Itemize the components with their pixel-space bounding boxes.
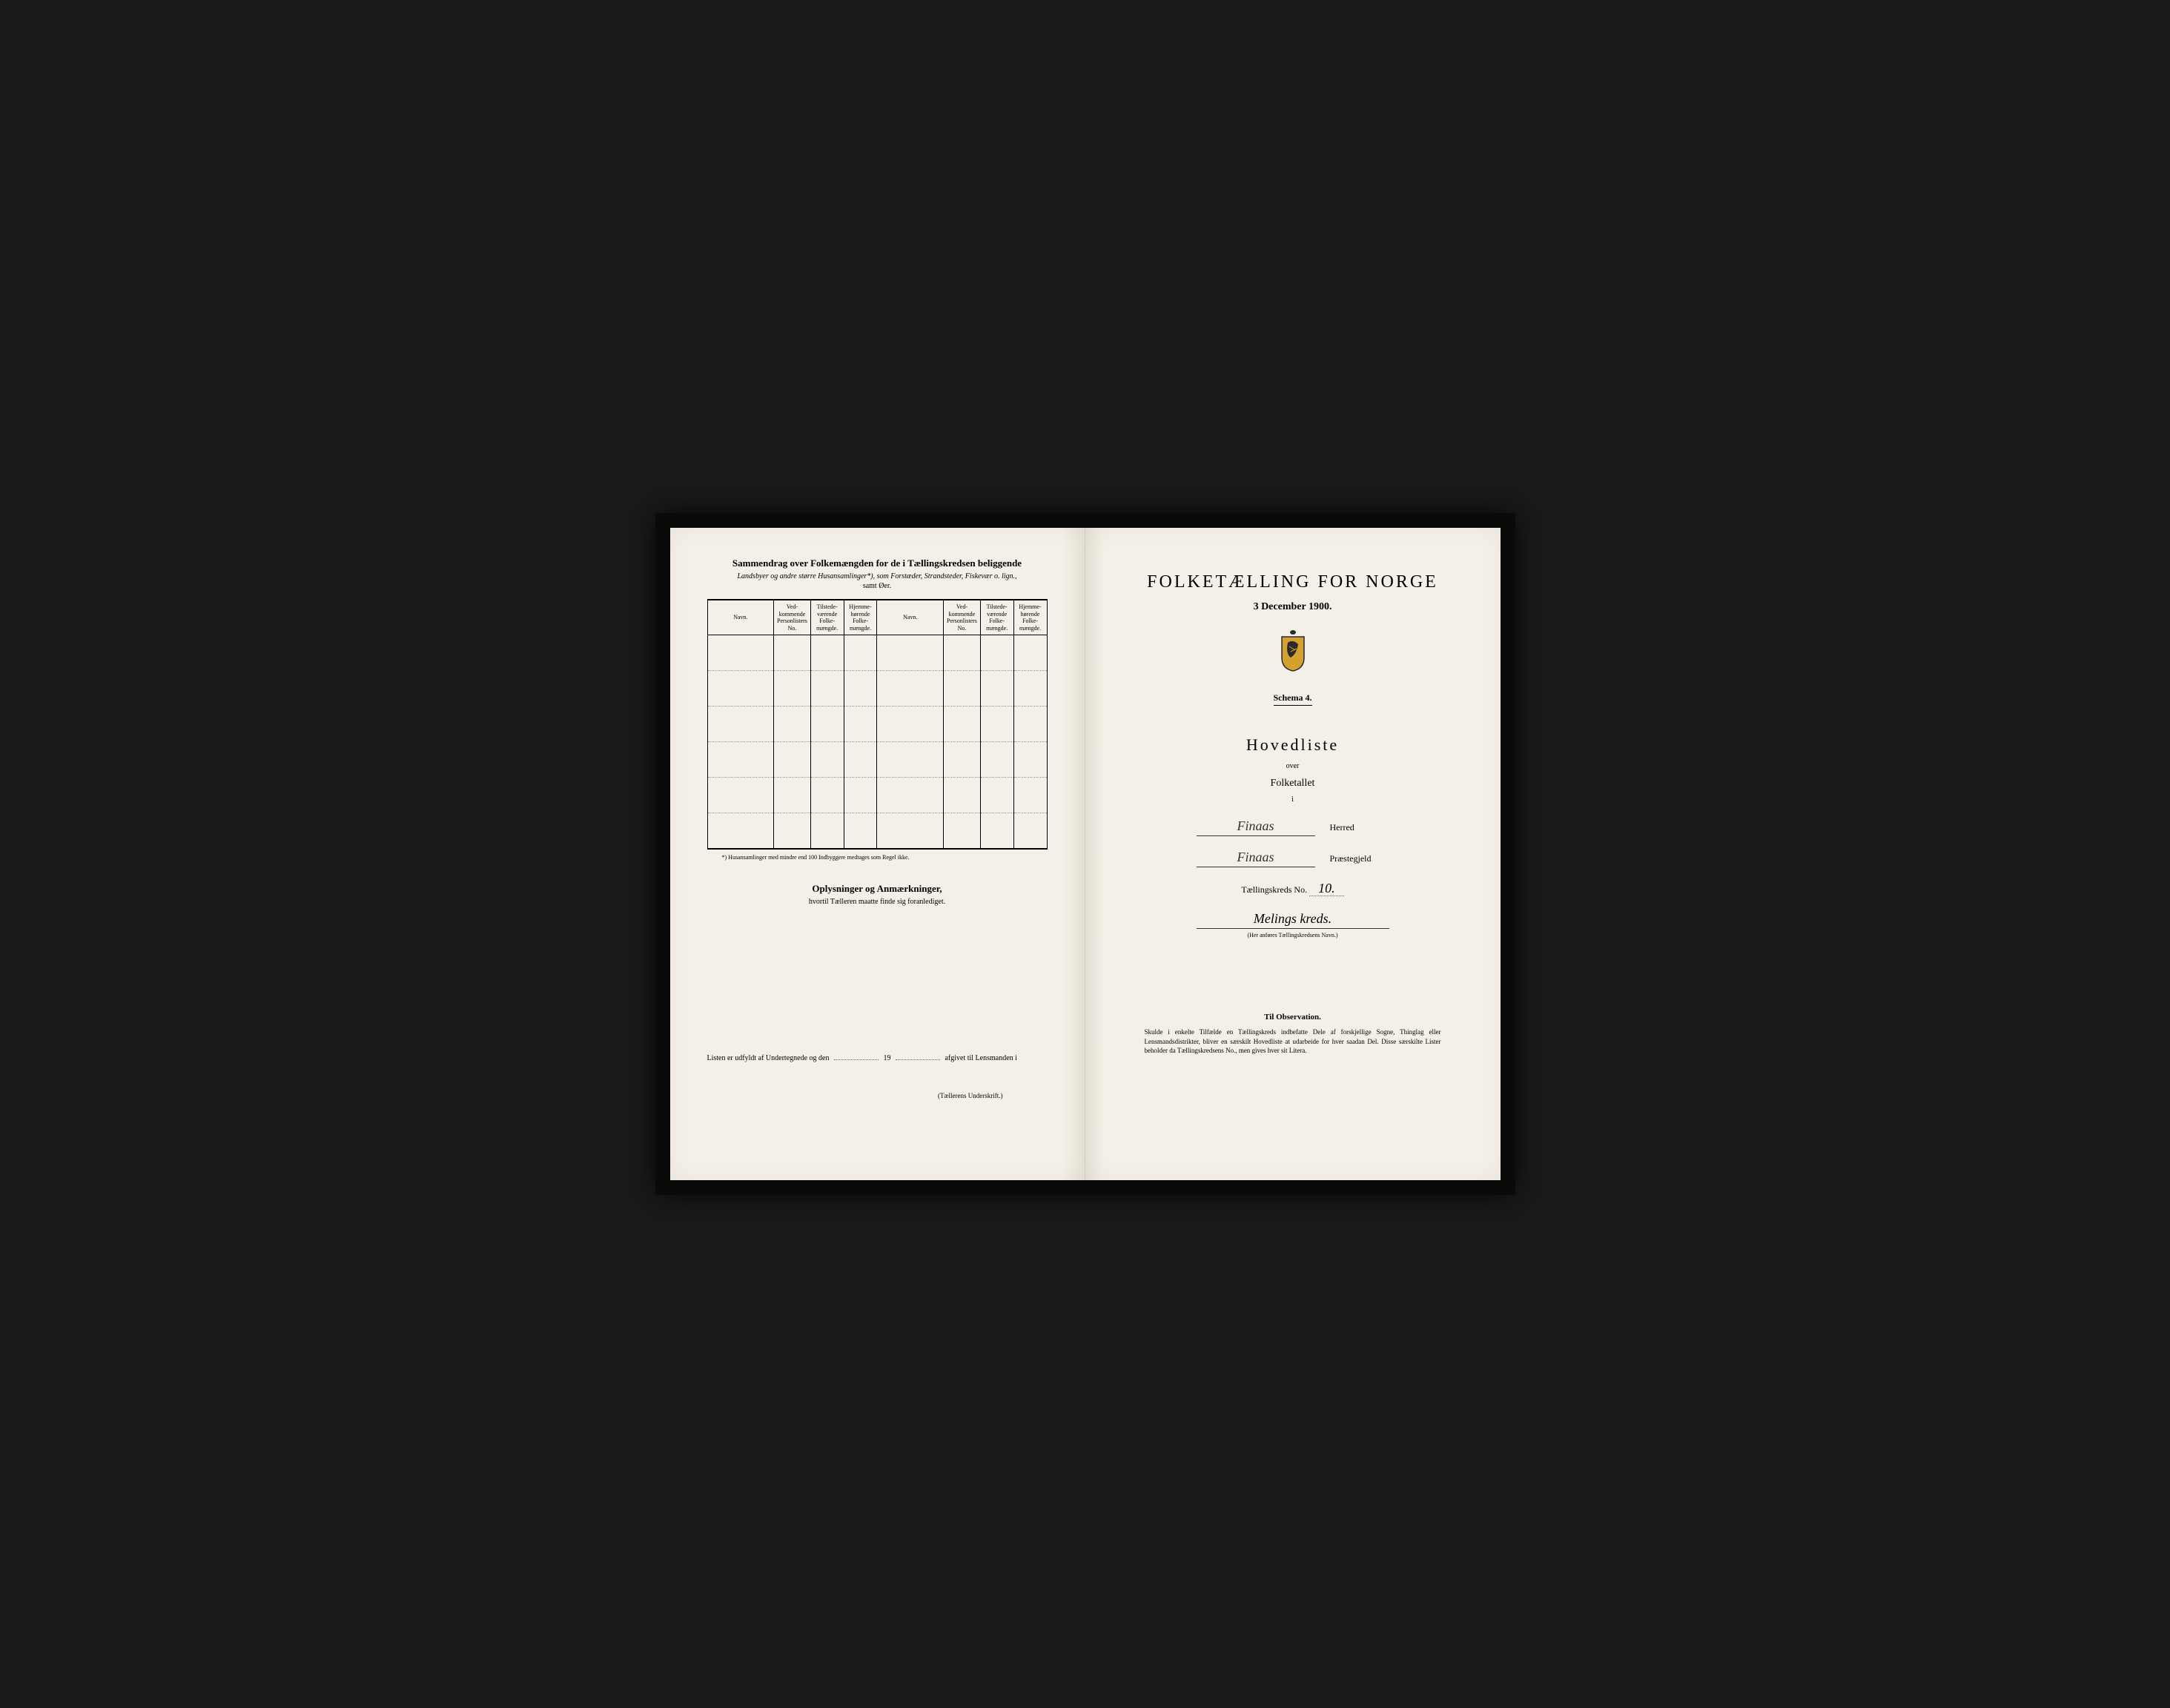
table-row: [707, 742, 1047, 760]
schema-label: Schema 4.: [1274, 692, 1312, 706]
left-page: Sammendrag over Folkemængden for de i Tæ…: [670, 528, 1085, 1180]
observation-title: Til Observation.: [1122, 1013, 1463, 1022]
table-row: [707, 831, 1047, 849]
praestegjeld-value: Finaas: [1197, 850, 1315, 867]
folketallet-label: Folketallet: [1122, 778, 1463, 790]
herred-label: Herred: [1330, 822, 1389, 833]
table-row: [707, 813, 1047, 831]
kreds-hint: (Her anføres Tællingskredsens Navn.): [1122, 932, 1463, 939]
col-tilstede-2: Tilstede- værende Folke- mængde.: [980, 600, 1013, 635]
col-tilstede-1: Tilstede- værende Folke- mængde.: [810, 600, 844, 635]
right-page: FOLKETÆLLING FOR NORGE 3 December 1900. …: [1085, 528, 1501, 1180]
taeller-signature-label: (Tællerens Underskrift.): [707, 1092, 1048, 1099]
sammendrag-table: Navn. Ved- kommende Personlisters No. Ti…: [707, 599, 1048, 850]
table-footnote: *) Husansamlinger med mindre end 100 Ind…: [707, 854, 1048, 861]
observation-text: Skulde i enkelte Tilfælde en Tællingskre…: [1122, 1027, 1463, 1056]
table-row: [707, 689, 1047, 706]
table-row: [707, 778, 1047, 795]
col-vedkommende-2: Ved- kommende Personlisters No.: [944, 600, 981, 635]
oplysninger-title: Oplysninger og Anmærkninger,: [707, 883, 1048, 895]
listen-line: Listen er udfyldt af Undertegnede og den…: [707, 1054, 1048, 1062]
listen-mid: 19: [883, 1054, 890, 1062]
i-label: i: [1122, 795, 1463, 804]
table-row: [707, 671, 1047, 689]
col-navn-2: Navn.: [877, 600, 944, 635]
listen-suffix: afgivet til Lensmanden i: [945, 1054, 1016, 1062]
herred-value: Finaas: [1197, 818, 1315, 836]
oplysninger-subtitle: hvortil Tælleren maatte finde sig foranl…: [707, 898, 1048, 906]
praestegjeld-label: Præstegjeld: [1330, 853, 1389, 864]
kreds-no-value: 10.: [1309, 881, 1344, 896]
sammendrag-subtitle2: samt Øer.: [707, 582, 1048, 590]
listen-prefix: Listen er udfyldt af Undertegnede og den: [707, 1054, 830, 1062]
over-label: over: [1122, 762, 1463, 770]
listen-blank-2: [896, 1059, 940, 1060]
table-row: [707, 760, 1047, 778]
table-row: [707, 795, 1047, 813]
table-row: [707, 706, 1047, 724]
col-hjemme-2: Hjemme- hørende Folke- mængde.: [1013, 600, 1047, 635]
census-title: FOLKETÆLLING FOR NORGE: [1122, 572, 1463, 592]
kreds-no-row: Tællingskreds No. 10.: [1122, 881, 1463, 896]
hovedliste-heading: Hovedliste: [1122, 735, 1463, 755]
census-date: 3 December 1900.: [1122, 601, 1463, 613]
coat-of-arms-icon: [1274, 628, 1311, 672]
kreds-name: Melings kreds.: [1197, 911, 1389, 929]
sammendrag-body: [707, 635, 1047, 849]
col-vedkommende-1: Ved- kommende Personlisters No.: [774, 600, 811, 635]
book-spread: Sammendrag over Folkemængden for de i Tæ…: [655, 513, 1515, 1195]
kreds-no-label: Tællingskreds No.: [1241, 884, 1307, 895]
col-hjemme-1: Hjemme- hørende Folke- mængde.: [844, 600, 877, 635]
table-row: [707, 635, 1047, 653]
sammendrag-title: Sammendrag over Folkemængden for de i Tæ…: [707, 557, 1048, 569]
praestegjeld-row: Finaas Præstegjeld: [1122, 850, 1463, 867]
herred-row: Finaas Herred: [1122, 818, 1463, 836]
table-row: [707, 724, 1047, 742]
listen-blank-1: [834, 1059, 879, 1060]
col-navn-1: Navn.: [707, 600, 774, 635]
table-row: [707, 653, 1047, 671]
sammendrag-subtitle: Landsbyer og andre større Husansamlinger…: [707, 572, 1048, 580]
